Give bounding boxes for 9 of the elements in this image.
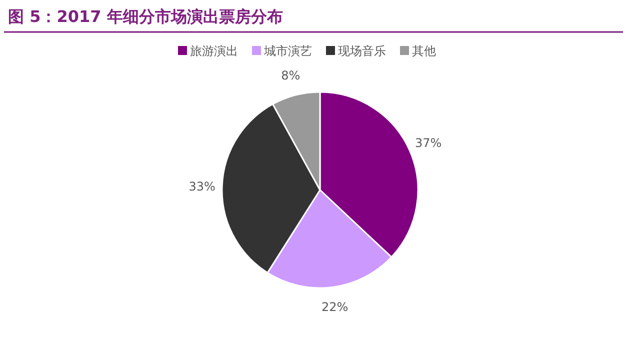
legend-label: 旅游演出 — [190, 44, 238, 58]
legend-label: 现场音乐 — [338, 44, 386, 58]
data-label: 37% — [414, 136, 442, 150]
data-label: 8% — [281, 68, 300, 83]
data-label: 22% — [321, 300, 348, 314]
legend-label: 城市演艺 — [263, 44, 312, 58]
chart-title: 图 5：2017 年细分市场演出票房分布 — [8, 7, 283, 26]
data-label: 33% — [188, 179, 216, 194]
legend-label: 其他 — [412, 44, 436, 58]
